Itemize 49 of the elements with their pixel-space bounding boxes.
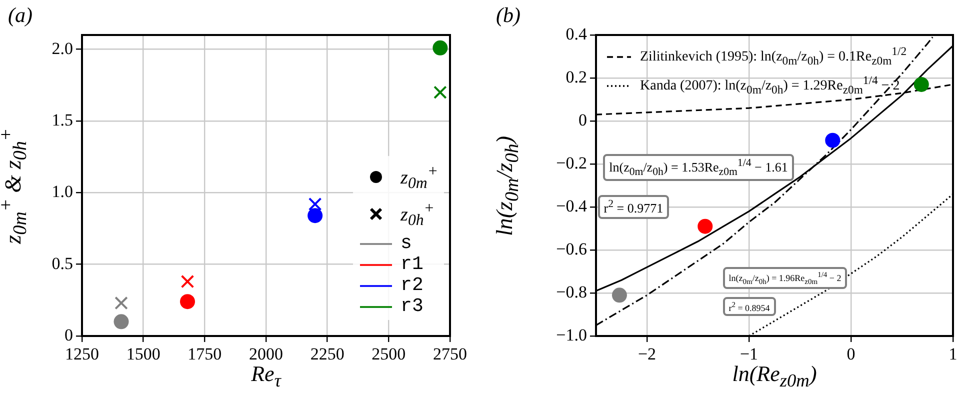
- y-tick-label: 0: [64, 325, 73, 344]
- legend-label: s: [400, 232, 412, 254]
- x-tick-label: −2: [638, 344, 656, 364]
- x-axis-title: Re$_{τ}$: [251, 361, 281, 390]
- chart-title: (a): [8, 3, 32, 28]
- y-tick-label: 0.4: [566, 24, 588, 44]
- point: [698, 218, 713, 234]
- y-tick-label: −1.0: [556, 325, 587, 344]
- annotation: ln(z$_{0m}$/z$_{0h}$) = 1.53Re$_{z0m}$$^{1/4}$ − 1.61: [603, 154, 794, 181]
- y-tick-label: 0.5: [52, 254, 73, 273]
- legend-label: r3: [400, 295, 424, 317]
- point: [612, 288, 627, 303]
- legend-label: r2: [400, 274, 424, 296]
- point: [114, 314, 129, 330]
- y-tick-label: 1.5: [52, 110, 73, 130]
- y-tick-label: 0.2: [566, 67, 587, 86]
- y-tick-label: 2.0: [52, 38, 73, 58]
- y-tick-label: 1.0: [52, 182, 73, 202]
- point: [308, 197, 322, 211]
- y-tick-label: −0.8: [556, 282, 587, 302]
- x-tick-label: 1750: [188, 344, 222, 364]
- legend-label: Kanda (2007): ln(z$_{0m}$/z$_{0h}$) = 1.29Re$_{z0m}$$^{1/4}$ − 2: [640, 73, 900, 99]
- point: [114, 296, 128, 310]
- annotation: ln(z$_{0m}$/z$_{0h}$) = 1.96Re$_{z0m}$$^{1/4}$ − 2: [722, 266, 848, 289]
- annotation: r$^{2}$ = 0.8954: [722, 296, 776, 316]
- y-tick-label: −0.2: [556, 153, 587, 172]
- x-tick-label: 2250: [310, 344, 344, 364]
- point: [434, 86, 447, 99]
- chart-title: (b): [496, 3, 520, 28]
- point: [180, 294, 195, 310]
- x-tick-label: 2000: [249, 344, 283, 364]
- point: [914, 76, 929, 92]
- x-tick-label: 1500: [126, 344, 160, 364]
- annotation: r$^{2}$ = 0.9771: [598, 194, 670, 219]
- x-axis-title: ln(Re$_{z0m}$): [732, 361, 817, 390]
- x-tick-label: −1: [740, 344, 758, 364]
- point: [308, 208, 323, 224]
- point: [180, 274, 194, 288]
- y-tick-label: −0.6: [556, 239, 587, 258]
- point: [825, 132, 840, 148]
- point: [432, 40, 448, 56]
- x-tick-label: 0: [846, 344, 856, 364]
- x-tick-label: 1250: [65, 344, 99, 364]
- x-tick-label: 2500: [372, 344, 406, 364]
- legend-label: r1: [400, 253, 424, 275]
- x-tick-label: 2750: [433, 344, 467, 364]
- x-tick-label: 1: [948, 344, 958, 364]
- y-tick-label: 0: [578, 110, 587, 130]
- y-tick-label: −0.4: [556, 196, 588, 216]
